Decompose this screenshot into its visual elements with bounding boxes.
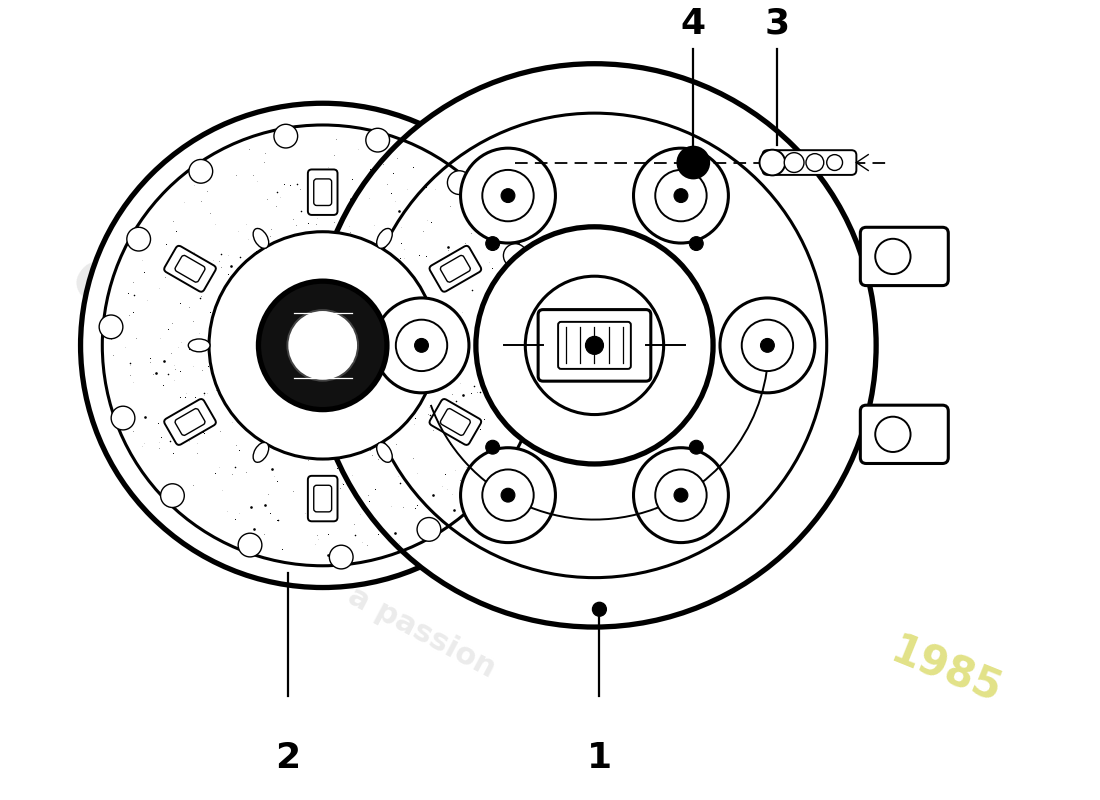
Circle shape [312, 64, 876, 627]
Circle shape [502, 189, 515, 202]
Circle shape [448, 170, 471, 194]
Circle shape [461, 148, 556, 243]
FancyBboxPatch shape [762, 150, 857, 175]
Circle shape [784, 153, 804, 173]
Circle shape [189, 159, 212, 183]
Circle shape [504, 244, 527, 267]
Circle shape [674, 488, 688, 502]
FancyBboxPatch shape [164, 246, 216, 292]
Circle shape [741, 320, 793, 371]
Circle shape [690, 440, 703, 454]
Circle shape [396, 320, 448, 371]
Circle shape [806, 154, 824, 171]
Ellipse shape [253, 229, 268, 248]
Ellipse shape [253, 442, 268, 462]
Circle shape [678, 146, 710, 178]
Circle shape [209, 232, 437, 459]
Circle shape [876, 417, 911, 452]
FancyBboxPatch shape [429, 246, 481, 292]
Circle shape [482, 470, 534, 521]
Circle shape [634, 148, 728, 243]
Circle shape [126, 227, 151, 251]
Circle shape [161, 484, 185, 507]
Circle shape [417, 518, 441, 542]
Text: 1985: 1985 [883, 630, 1006, 713]
Text: 4: 4 [681, 7, 706, 41]
Circle shape [634, 448, 728, 542]
Text: 1: 1 [587, 741, 612, 774]
Circle shape [482, 170, 534, 222]
Circle shape [461, 448, 556, 542]
Circle shape [258, 281, 387, 410]
Circle shape [526, 276, 663, 414]
FancyBboxPatch shape [308, 170, 338, 215]
Text: a passion: a passion [343, 581, 500, 683]
Ellipse shape [188, 339, 210, 352]
Circle shape [524, 334, 547, 358]
FancyBboxPatch shape [440, 409, 471, 435]
Text: 3: 3 [764, 7, 790, 41]
Circle shape [239, 533, 262, 557]
Circle shape [374, 298, 469, 393]
Circle shape [415, 338, 428, 352]
FancyBboxPatch shape [308, 476, 338, 522]
FancyBboxPatch shape [164, 399, 216, 445]
Circle shape [656, 470, 706, 521]
Circle shape [656, 170, 706, 222]
Circle shape [485, 455, 508, 479]
Circle shape [80, 103, 564, 587]
Circle shape [585, 337, 604, 354]
Circle shape [366, 128, 389, 152]
Circle shape [99, 315, 123, 338]
Circle shape [759, 150, 785, 175]
Circle shape [274, 124, 298, 148]
Circle shape [111, 406, 135, 430]
FancyBboxPatch shape [860, 227, 948, 286]
Circle shape [486, 440, 499, 454]
Ellipse shape [376, 442, 393, 462]
Circle shape [476, 226, 713, 464]
FancyBboxPatch shape [314, 486, 331, 512]
Text: elferteile: elferteile [56, 243, 392, 526]
FancyBboxPatch shape [538, 310, 651, 381]
Circle shape [593, 602, 606, 616]
Circle shape [486, 237, 499, 250]
FancyBboxPatch shape [440, 255, 471, 282]
Circle shape [760, 338, 774, 352]
FancyBboxPatch shape [175, 255, 205, 282]
Ellipse shape [436, 339, 458, 352]
Ellipse shape [376, 229, 393, 248]
FancyBboxPatch shape [314, 179, 331, 206]
Circle shape [827, 154, 843, 170]
Circle shape [329, 545, 353, 569]
FancyBboxPatch shape [558, 322, 630, 369]
Circle shape [876, 238, 911, 274]
Circle shape [674, 189, 688, 202]
Circle shape [720, 298, 815, 393]
FancyBboxPatch shape [429, 399, 481, 445]
Text: 2: 2 [275, 741, 300, 774]
Circle shape [502, 488, 515, 502]
FancyBboxPatch shape [860, 405, 948, 463]
Circle shape [287, 310, 358, 381]
Circle shape [690, 237, 703, 250]
FancyBboxPatch shape [175, 409, 205, 435]
Circle shape [520, 370, 543, 394]
